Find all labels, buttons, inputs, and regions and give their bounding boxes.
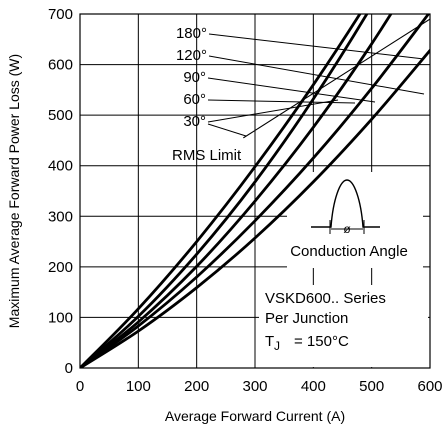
label-90deg: 90° [183,69,206,86]
x-tick-labels: 0 100 200 300 400 500 600 [76,378,443,395]
device-info: VSKD600.. Series Per Junction T J = 150°… [265,290,386,353]
x-tick-500: 500 [359,378,384,395]
curve-90deg [80,14,393,368]
y-tick-500: 500 [48,107,73,124]
leader-rms-limit [207,123,247,137]
x-axis-label: Average Forward Current (A) [165,408,345,424]
plot-frame [79,13,431,369]
label-30deg: 30° [183,113,206,130]
curve-30deg [80,49,430,368]
tj-value-text: = 150°C [294,333,349,350]
x-tick-600: 600 [417,378,442,395]
y-tick-200: 200 [48,259,73,276]
y-tick-400: 400 [48,158,73,175]
y-tick-100: 100 [48,309,73,326]
label-120deg: 120° [176,47,207,64]
x-tick-300: 300 [242,378,267,395]
series-name-text: VSKD600.. Series [265,290,386,307]
leader-120deg [208,55,425,95]
label-180deg: 180° [176,25,207,42]
tj-subscript-text: J [274,339,280,353]
series-labels: 180° 120° 90° 60° 30° RMS Limit [172,25,242,164]
y-tick-700: 700 [48,6,73,23]
tj-symbol-text: T [265,333,274,350]
per-junction-text: Per Junction [265,310,348,327]
x-tick-0: 0 [76,378,84,395]
curve-180deg [80,14,362,368]
x-tick-400: 400 [301,378,326,395]
phi-symbol: ø [343,222,351,236]
waveform-path [311,179,380,228]
annotation-box [259,172,428,367]
leader-180deg [208,33,425,60]
conduction-waveform-icon: ø Conduction Angle [290,179,408,260]
y-axis-label: Maximum Average Forward Power Loss (W) [6,54,22,328]
curve-60deg [80,14,430,368]
label-60deg: 60° [183,91,206,108]
x-tick-200: 200 [184,378,209,395]
leader-30deg [207,99,339,123]
series-box-bg [259,285,428,367]
y-tick-600: 600 [48,57,73,74]
curve-120deg [80,14,369,368]
label-leaders [207,33,425,137]
conduction-angle-label: Conduction Angle [290,243,408,260]
leader-60deg [207,99,356,104]
y-tick-0: 0 [65,360,73,377]
x-tick-100: 100 [126,378,151,395]
label-rms-limit: RMS Limit [172,147,242,164]
y-tick-labels: 0 100 200 300 400 500 600 700 [48,6,73,377]
leader-90deg [207,77,376,103]
y-tick-300: 300 [48,208,73,225]
